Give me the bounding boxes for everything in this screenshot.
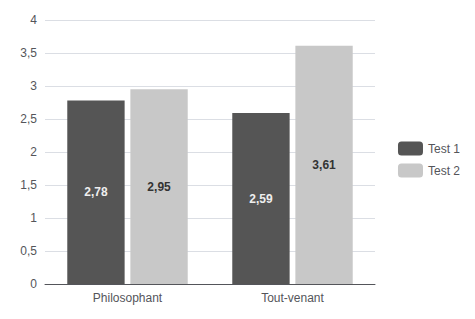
svg-text:1: 1	[30, 211, 37, 225]
svg-text:2,95: 2,95	[147, 180, 171, 194]
svg-text:0: 0	[30, 277, 37, 291]
svg-text:2,78: 2,78	[84, 185, 108, 199]
svg-text:Tout-venant: Tout-venant	[261, 291, 324, 305]
svg-text:Test 1: Test 1	[428, 142, 460, 156]
svg-text:Philosophant: Philosophant	[93, 291, 163, 305]
svg-text:0,5: 0,5	[20, 244, 37, 258]
svg-text:2: 2	[30, 145, 37, 159]
svg-text:3,61: 3,61	[312, 158, 336, 172]
svg-text:Test 2: Test 2	[428, 164, 460, 178]
svg-text:2,59: 2,59	[249, 192, 273, 206]
svg-text:2,5: 2,5	[20, 112, 37, 126]
svg-text:3: 3	[30, 79, 37, 93]
svg-text:1,5: 1,5	[20, 178, 37, 192]
svg-text:4: 4	[30, 13, 37, 27]
svg-text:3,5: 3,5	[20, 46, 37, 60]
